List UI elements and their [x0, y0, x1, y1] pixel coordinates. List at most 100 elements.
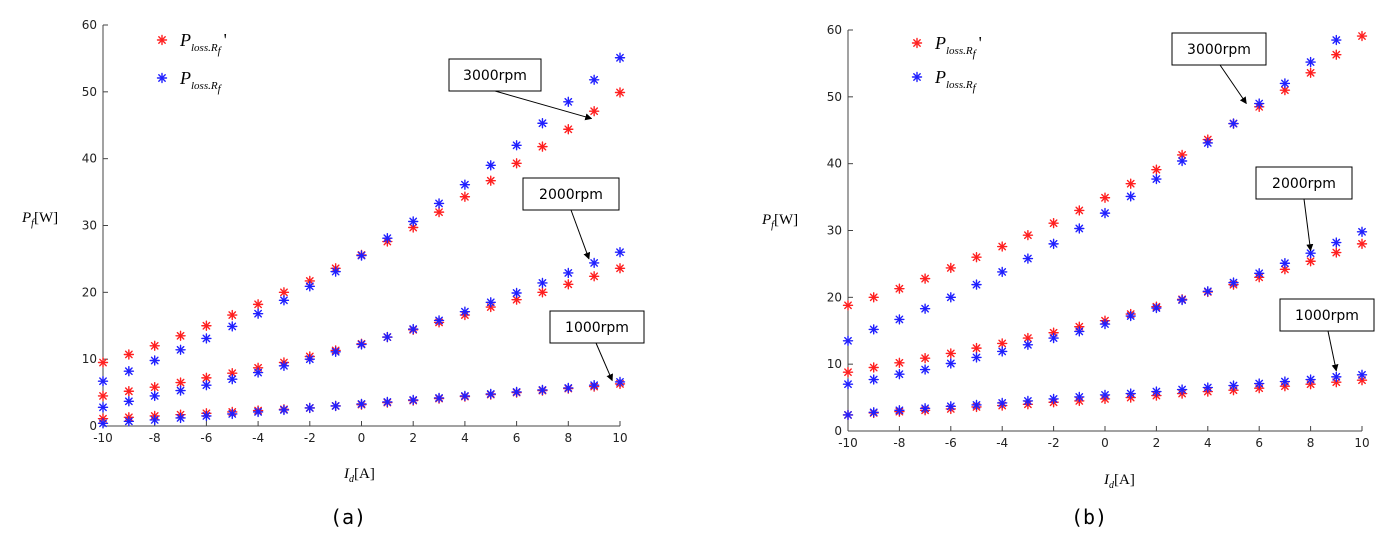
y-tick-label: 50 [82, 85, 97, 99]
data-point [919, 352, 931, 364]
data-point [1125, 310, 1136, 322]
data-point [1331, 49, 1342, 60]
data-point [1022, 339, 1034, 350]
y-tick-label: 10 [82, 352, 97, 366]
annotation-box [549, 310, 645, 344]
data-point [842, 366, 854, 378]
panel-caption: (b) [1071, 505, 1107, 529]
data-point [485, 160, 496, 171]
x-tick-label: -4 [252, 431, 264, 445]
x-axis-label: Id[A] [343, 466, 375, 485]
data-point [1356, 369, 1368, 381]
data-point [945, 292, 956, 303]
data-point [894, 405, 905, 416]
x-tick-label: -2 [304, 431, 316, 445]
data-point [868, 374, 879, 385]
data-point [614, 247, 626, 258]
data-point [149, 340, 160, 351]
data-point [588, 74, 600, 86]
data-point [459, 306, 471, 317]
series-2000rpm-blue [842, 226, 1368, 390]
data-point [356, 398, 367, 410]
data-point [1305, 56, 1316, 68]
data-point [1356, 30, 1368, 42]
annotation-label: 2000rpm [1272, 176, 1336, 192]
legend-marker [156, 34, 168, 46]
annotation-label: 3000rpm [463, 68, 527, 84]
annotation-label: 2000rpm [539, 187, 603, 203]
x-tick-label: 0 [1101, 436, 1109, 450]
x-tick-label: 2 [1153, 436, 1161, 450]
annotation-arrow [1219, 64, 1247, 105]
data-point [1022, 253, 1034, 264]
data-point [330, 400, 341, 412]
data-point [149, 414, 160, 426]
x-tick-label: -2 [1048, 436, 1060, 450]
y-tick-label: 60 [82, 18, 97, 32]
data-point [1151, 164, 1162, 175]
data-point [1176, 149, 1188, 161]
data-point [1331, 371, 1342, 383]
data-point [971, 399, 982, 411]
data-point [1151, 302, 1162, 314]
data-point [175, 330, 186, 341]
chart-panel-b: 0 10 20 30 40 50 60 -10 -8 -6 -4 -2 0 2 4 6 8 10 Id[A] Pf[W… [761, 23, 1375, 529]
data-point [433, 198, 445, 209]
data-point [868, 407, 879, 418]
data-point [382, 232, 393, 244]
data-point [614, 376, 626, 388]
data-point [537, 287, 548, 298]
data-point [1202, 286, 1214, 297]
data-point [511, 158, 522, 169]
data-point [1228, 118, 1239, 129]
data-point [1074, 223, 1085, 234]
data-point [563, 382, 574, 394]
chart-panel-a: 0 10 20 30 40 50 60 -10 -8 -6 -4 -2 0 2 4 6 8 10 Id[A] Pf[W… [21, 18, 645, 529]
data-point [1253, 268, 1265, 279]
data-point [278, 287, 290, 298]
data-point [1202, 137, 1214, 149]
data-point [614, 87, 626, 98]
data-point [1279, 264, 1291, 275]
data-point [537, 141, 548, 152]
series-3000rpm-red [842, 30, 1368, 311]
series-1000rpm-blue [842, 369, 1368, 421]
data-point [485, 297, 496, 308]
series-2000rpm-blue [97, 247, 626, 413]
data-point [433, 206, 445, 218]
y-axis-label: Pf[W] [21, 210, 58, 229]
data-point [227, 309, 238, 321]
data-point [868, 324, 879, 335]
x-tick-label: -8 [893, 436, 905, 450]
annotation-arrow [570, 209, 591, 260]
annotation-box [1255, 166, 1353, 200]
data-point [1176, 384, 1188, 395]
data-point [997, 266, 1008, 278]
data-point [588, 271, 600, 282]
data-point [1356, 226, 1368, 238]
data-point [894, 283, 905, 294]
data-point [1176, 294, 1188, 306]
data-point [919, 403, 931, 414]
data-point [945, 358, 956, 369]
data-point [175, 412, 186, 424]
data-point [485, 175, 496, 186]
data-point [330, 346, 341, 358]
y-tick-label: 20 [827, 290, 842, 304]
data-point [842, 300, 854, 311]
data-point [1099, 192, 1111, 203]
data-point [1176, 155, 1188, 167]
data-point [304, 353, 315, 365]
legend-marker [156, 72, 168, 84]
data-point [1074, 205, 1085, 216]
data-point [945, 262, 956, 274]
data-point [842, 335, 854, 346]
annotation-label: 3000rpm [1187, 42, 1251, 58]
data-point [1022, 229, 1034, 241]
data-point [1331, 237, 1342, 248]
annotation-1000rpm: 1000rpm [549, 310, 645, 382]
data-point [123, 416, 135, 427]
data-point [123, 386, 135, 397]
data-point [304, 402, 315, 414]
data-point [511, 386, 522, 398]
